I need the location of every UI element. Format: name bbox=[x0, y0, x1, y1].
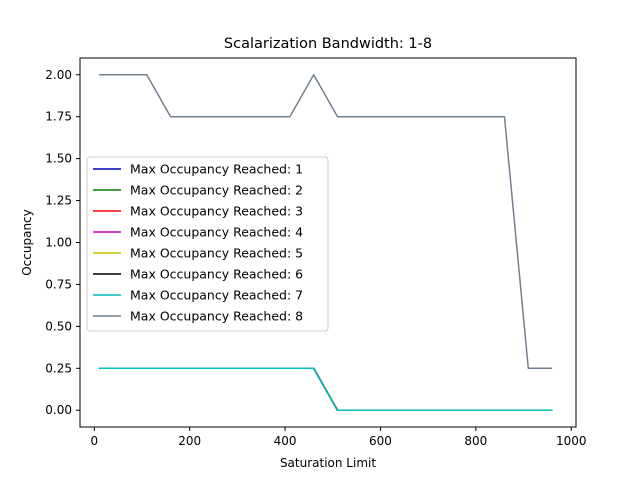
legend-label-1: Max Occupancy Reached: 1 bbox=[130, 162, 303, 177]
series-line-7 bbox=[99, 367, 553, 411]
x-tick-label: 800 bbox=[464, 434, 487, 448]
y-tick-label: 1.50 bbox=[45, 152, 72, 166]
x-tick-label: 0 bbox=[90, 434, 98, 448]
legend-label-2: Max Occupancy Reached: 2 bbox=[130, 183, 303, 198]
series-lines bbox=[99, 74, 553, 411]
x-axis-label: Saturation Limit bbox=[280, 456, 376, 470]
y-tick-label: 1.25 bbox=[45, 194, 72, 208]
legend-label-8: Max Occupancy Reached: 8 bbox=[130, 309, 303, 324]
legend-label-4: Max Occupancy Reached: 4 bbox=[130, 225, 303, 240]
y-tick-label: 0.50 bbox=[45, 319, 72, 333]
y-tick-label: 1.00 bbox=[45, 236, 72, 250]
y-tick-label: 2.00 bbox=[45, 68, 72, 82]
legend: Max Occupancy Reached: 1 Max Occupancy Re… bbox=[86, 156, 329, 332]
legend-label-7: Max Occupancy Reached: 7 bbox=[130, 288, 303, 303]
y-tick-label: 0.25 bbox=[45, 361, 72, 375]
x-tick-label: 1000 bbox=[556, 434, 587, 448]
y-axis-label: Occupancy bbox=[20, 209, 34, 276]
legend-label-3: Max Occupancy Reached: 3 bbox=[130, 204, 303, 219]
y-tick-label: 1.75 bbox=[45, 110, 72, 124]
y-tick-label: 0.75 bbox=[45, 277, 72, 291]
x-tick-label: 200 bbox=[178, 434, 201, 448]
x-tick-label: 400 bbox=[274, 434, 297, 448]
x-axis: 0 200 400 600 800 1000 bbox=[90, 427, 587, 448]
x-tick-label: 600 bbox=[369, 434, 392, 448]
legend-label-6: Max Occupancy Reached: 6 bbox=[130, 267, 303, 282]
series-line-8 bbox=[99, 74, 553, 370]
legend-label-5: Max Occupancy Reached: 5 bbox=[130, 246, 303, 261]
chart-title: Scalarization Bandwidth: 1-8 bbox=[224, 36, 432, 52]
y-axis: 0.00 0.25 0.50 0.75 1.00 1.25 1.50 1.75 2.00 bbox=[45, 68, 80, 417]
y-tick-label: 0.00 bbox=[45, 403, 72, 417]
legend-box bbox=[86, 156, 329, 332]
